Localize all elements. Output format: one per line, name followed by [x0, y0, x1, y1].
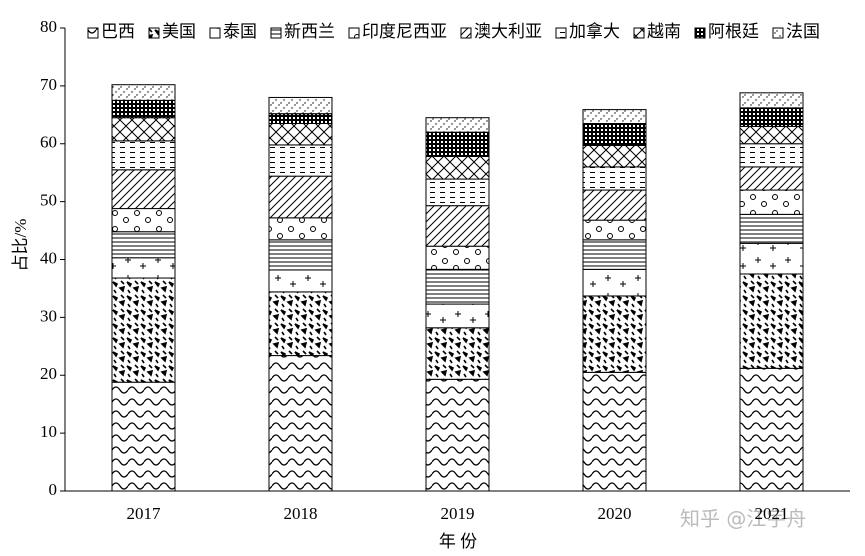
bar-segment: [268, 96, 333, 115]
bar-segment: [425, 268, 490, 305]
bar-segment: [425, 155, 490, 180]
y-axis-label: 占比/%: [11, 219, 30, 272]
y-tick-label: 0: [49, 480, 58, 499]
bar-segment: [268, 175, 333, 219]
bar-segment: [739, 143, 804, 168]
bar-segment: [582, 268, 647, 297]
y-tick-label: 30: [40, 306, 57, 325]
legend-swatch: [348, 27, 360, 39]
y-tick-label: 20: [40, 364, 57, 383]
x-tick-label: 2019: [441, 504, 475, 523]
bar-segment: [425, 205, 490, 247]
legend-label: 加拿大: [569, 21, 620, 41]
bar-segment: [582, 219, 647, 241]
y-tick-label: 70: [40, 75, 57, 94]
bar-segment: [739, 367, 804, 492]
bar-segment: [739, 92, 804, 109]
bar-segment: [425, 178, 490, 207]
legend-swatch: [694, 27, 706, 39]
legend-swatch: [209, 27, 221, 39]
bar-segment: [425, 131, 490, 157]
legend-label: 美国: [162, 22, 196, 41]
y-tick-label: 50: [40, 191, 57, 210]
bar-segment: [111, 277, 176, 383]
legend-swatch: [460, 27, 472, 39]
bar-segment: [111, 99, 176, 119]
bar-segment: [582, 295, 647, 373]
x-tick-label: 2017: [127, 504, 162, 523]
x-tick-label: 2018: [284, 504, 318, 523]
bar-segment: [739, 107, 804, 127]
y-tick-label: 10: [40, 422, 57, 441]
legend-swatch: [87, 27, 99, 39]
legend-label: 印度尼西亚: [362, 22, 447, 41]
y-tick-label: 80: [40, 17, 57, 36]
bar-segment: [268, 122, 333, 146]
bar-segment: [582, 166, 647, 191]
bar-segment: [268, 217, 333, 241]
legend-swatch: [555, 27, 567, 39]
bar-segment: [111, 257, 176, 279]
legend-swatch: [633, 27, 645, 39]
bar-segment: [582, 122, 647, 146]
bar-segment: [268, 291, 333, 357]
x-axis-label: 年 份: [439, 532, 477, 551]
bar-segment: [425, 117, 490, 133]
y-tick-label: 60: [40, 133, 57, 152]
legend-label: 新西兰: [284, 22, 335, 41]
bar-segment: [268, 239, 333, 271]
bar-segment: [111, 117, 176, 142]
bar-segment: [582, 239, 647, 270]
bar-segment: [739, 166, 804, 191]
bar-segment: [111, 169, 176, 210]
legend-label: 泰国: [223, 22, 257, 41]
x-tick-label: 2021: [755, 504, 789, 523]
bar-segment: [582, 189, 647, 221]
bar-segment: [739, 189, 804, 215]
x-tick-label: 2020: [598, 504, 632, 523]
bar-segment: [268, 144, 333, 177]
bar-segment: [739, 242, 804, 275]
legend-label: 巴西: [101, 22, 135, 41]
legend-label: 澳大利亚: [474, 22, 542, 41]
bar-segment: [268, 113, 333, 124]
bar-segment: [111, 84, 176, 101]
legend-swatch: [772, 27, 784, 39]
bar-segment: [111, 140, 176, 171]
bar-segment: [268, 269, 333, 293]
bar-segment: [582, 109, 647, 124]
legend-label: 阿根廷: [708, 22, 759, 41]
bar-segment: [111, 231, 176, 259]
bar-segment: [425, 245, 490, 270]
bar-segment: [739, 125, 804, 145]
bar-segment: [425, 303, 490, 329]
bar-segment: [111, 381, 176, 492]
legend-label: 越南: [647, 22, 681, 41]
bar-segment: [425, 327, 490, 380]
legend-swatch: [148, 27, 160, 39]
bar-segment: [739, 213, 804, 244]
bar-segment: [739, 273, 804, 369]
legend-swatch: [270, 27, 282, 39]
bar-segment: [111, 208, 176, 233]
bar-segment: [582, 144, 647, 168]
bar-segment: [268, 355, 333, 492]
y-tick-label: 40: [40, 248, 57, 267]
bar-segment: [582, 371, 647, 492]
legend-label: 法国: [786, 22, 820, 41]
bar-segment: [425, 378, 490, 492]
watermark: 知乎 @江宇舟: [680, 507, 806, 531]
